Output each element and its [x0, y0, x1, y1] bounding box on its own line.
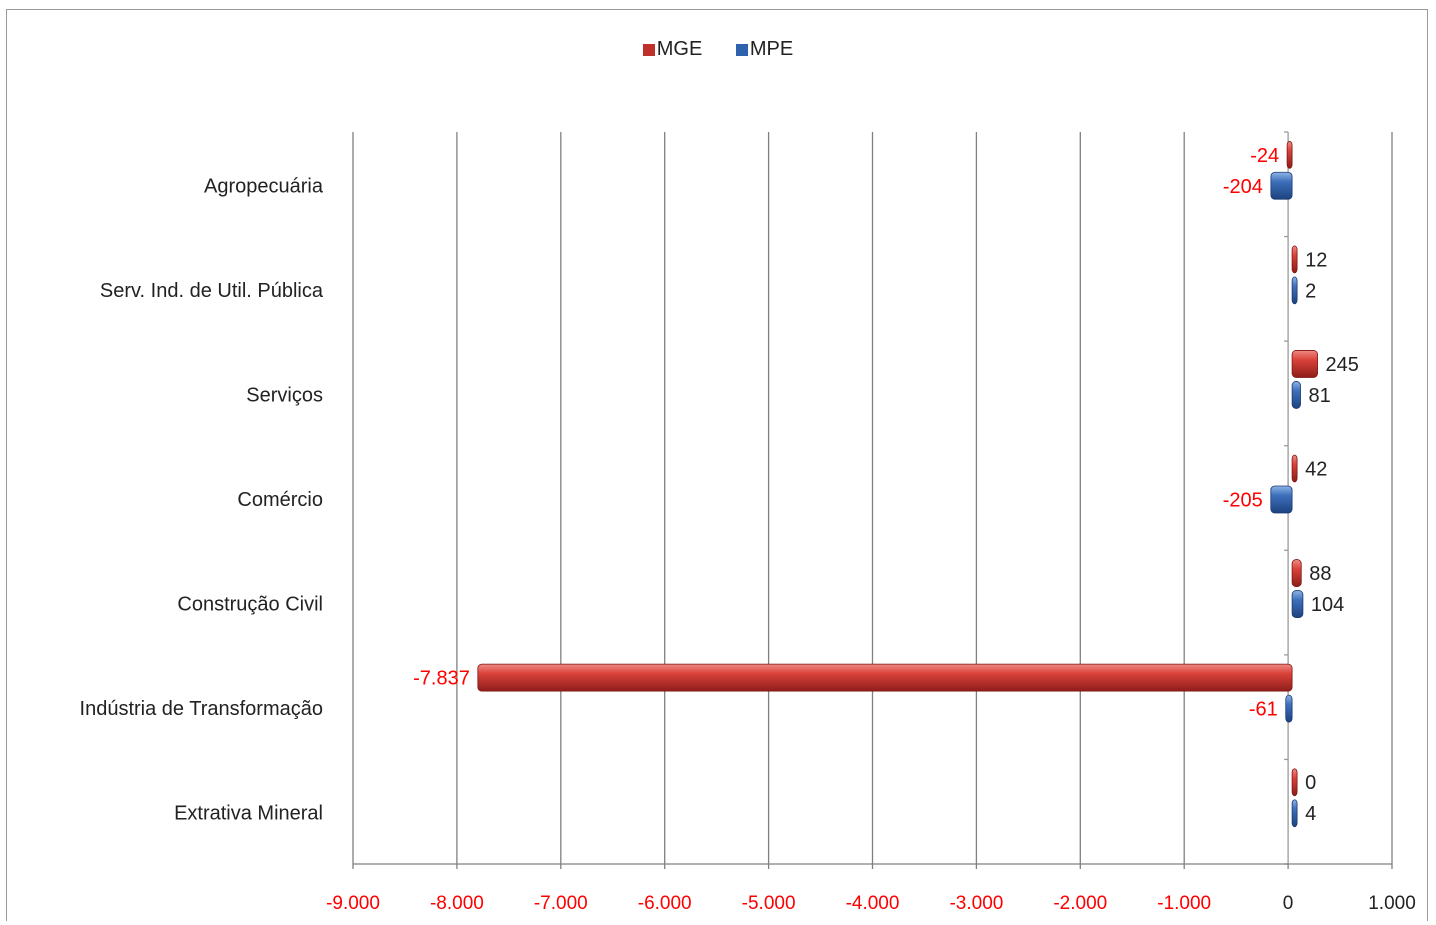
bar-mpe [1291, 799, 1298, 828]
data-label-mpe: 2 [1305, 280, 1316, 302]
bar-mge [1291, 454, 1298, 483]
data-label-mge: 0 [1305, 772, 1316, 794]
bar-mpe [1270, 485, 1293, 514]
data-label-mge: 245 [1326, 354, 1359, 376]
x-tick-label: -9.000 [326, 893, 380, 914]
x-tick-label: -7.000 [534, 893, 588, 914]
bar-mge [1291, 768, 1298, 797]
x-tick-label: 1.000 [1368, 893, 1416, 914]
bar-mpe [1270, 171, 1293, 200]
category-label: Indústria de Transformação [80, 698, 323, 720]
legend-swatch-mge [642, 43, 655, 56]
data-label-mge: -7.837 [413, 668, 470, 690]
bar-mpe [1291, 590, 1304, 618]
bar-mge [477, 663, 1293, 692]
x-tick-label: -6.000 [638, 893, 692, 914]
x-tick-label: -2.000 [1053, 893, 1107, 914]
legend-label-mge: MGE [656, 38, 703, 60]
category-label: Agropecuária [204, 175, 324, 197]
legend: MGE MPE [0, 38, 1436, 62]
category-label: Comércio [237, 489, 323, 511]
data-label-mpe: 81 [1309, 385, 1331, 407]
legend-item-mge: MGE [642, 38, 703, 61]
data-label-mpe: -204 [1223, 176, 1263, 198]
data-label-mpe: -61 [1249, 699, 1278, 721]
legend-item-mpe: MPE [735, 38, 794, 61]
bar-mge [1291, 559, 1302, 587]
category-label: Construção Civil [177, 594, 323, 616]
data-label-mge: 88 [1309, 563, 1331, 585]
legend-label-mpe: MPE [749, 38, 794, 60]
category-label: Extrativa Mineral [174, 803, 323, 825]
x-tick-label: -4.000 [846, 893, 900, 914]
bar-mge [1291, 350, 1318, 378]
chart-frame [6, 9, 1428, 921]
category-label: Serv. Ind. de Util. Pública [100, 280, 324, 302]
legend-swatch-mpe [735, 43, 748, 56]
x-tick-label: -1.000 [1157, 893, 1211, 914]
data-label-mge: -24 [1250, 145, 1279, 167]
data-label-mpe: 4 [1305, 803, 1316, 825]
bar-mpe [1285, 694, 1293, 723]
category-label: Serviços [246, 384, 323, 406]
data-label-mge: 42 [1305, 459, 1327, 481]
x-tick-label: 0 [1283, 893, 1294, 914]
data-label-mpe: -205 [1223, 490, 1263, 512]
x-tick-label: -8.000 [430, 893, 484, 914]
bar-mpe [1291, 276, 1298, 305]
data-label-mge: 12 [1305, 249, 1327, 271]
bar-mge [1286, 140, 1293, 169]
bar-mge [1291, 245, 1298, 274]
x-tick-label: -5.000 [742, 893, 796, 914]
bar-mpe [1291, 381, 1301, 409]
x-tick-label: -3.000 [949, 893, 1003, 914]
data-label-mpe: 104 [1311, 594, 1344, 616]
